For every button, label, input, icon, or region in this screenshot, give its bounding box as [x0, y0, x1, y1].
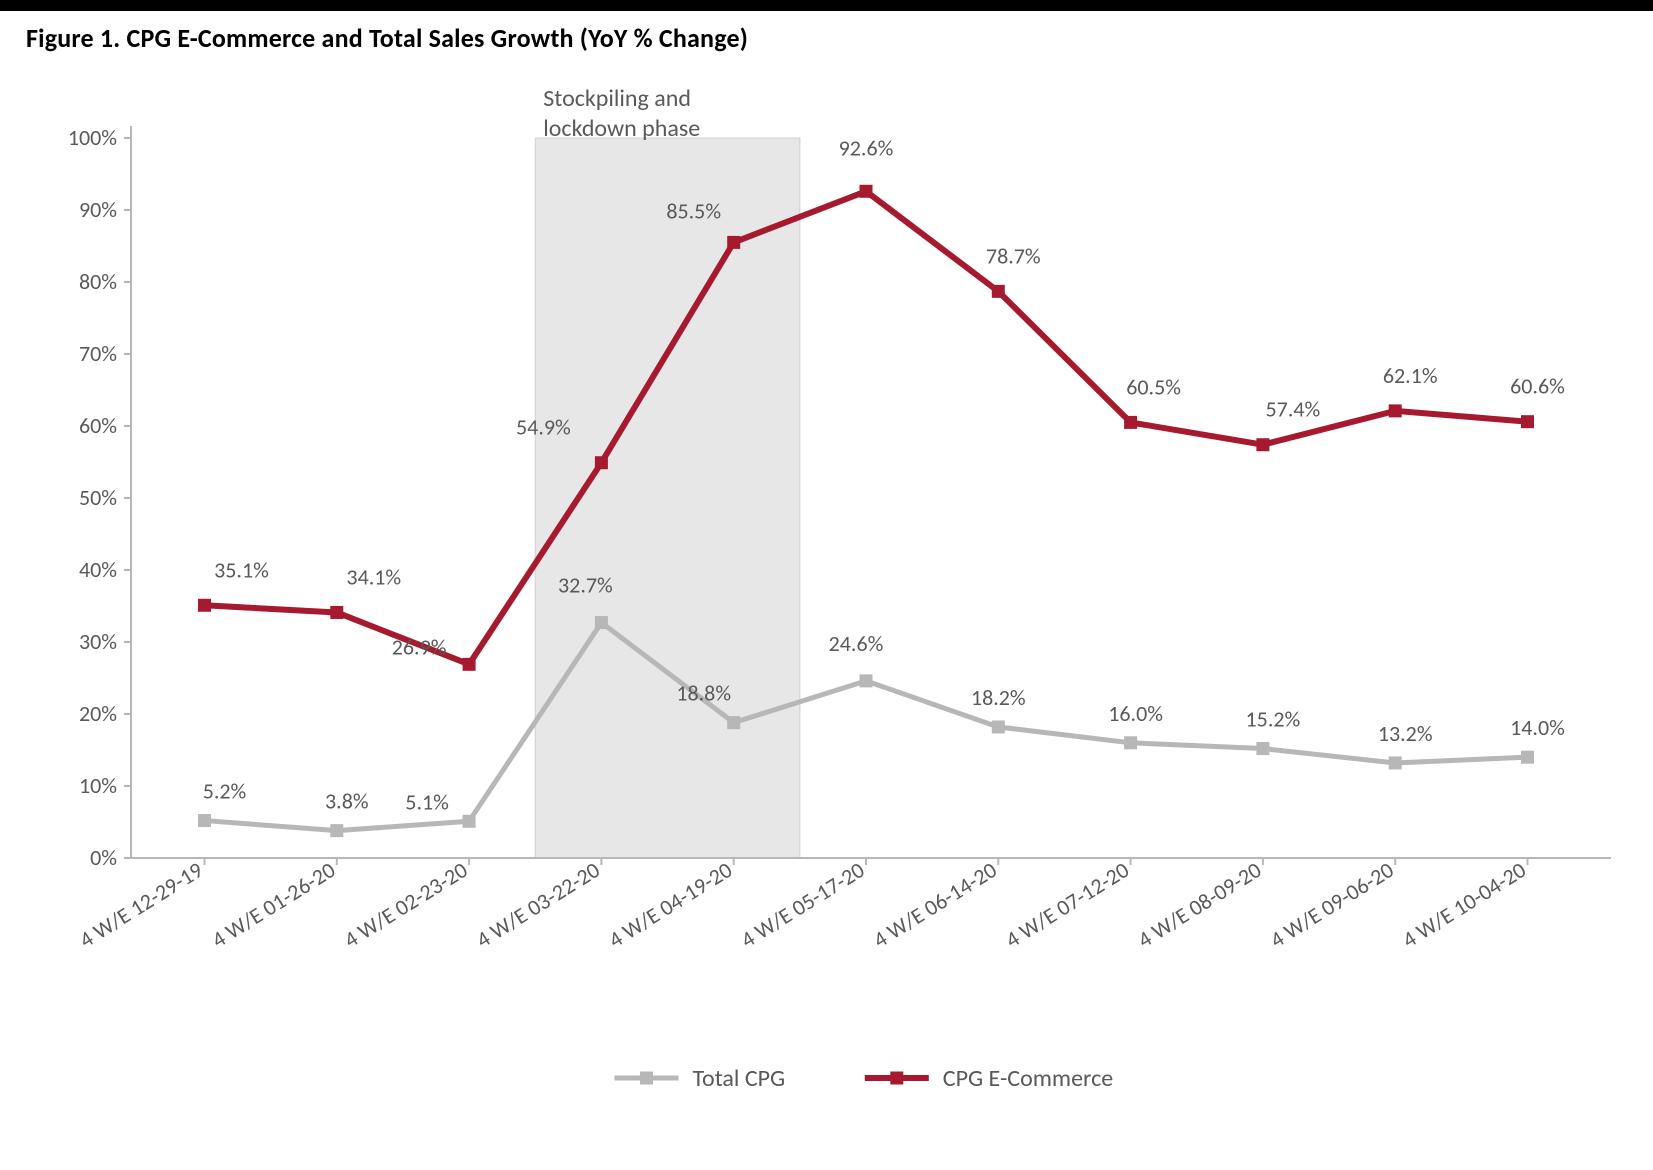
data-label: 24.6% [829, 630, 884, 657]
x-tick-label-group: 4 W/E 03-22-20 [471, 856, 604, 953]
series-marker [1124, 736, 1137, 749]
x-tick-label: 4 W/E 05-17-20 [736, 856, 869, 953]
data-label: 92.6% [839, 134, 894, 161]
data-label: 32.7% [558, 572, 613, 599]
y-tick-label: 80% [79, 268, 117, 295]
data-label: 62.1% [1383, 362, 1438, 389]
data-label: 16.0% [1108, 700, 1163, 727]
series-marker [1521, 415, 1534, 428]
x-tick-label: 4 W/E 07-12-20 [1000, 856, 1133, 953]
series-marker [1389, 756, 1402, 769]
data-label: 3.8% [325, 788, 369, 815]
annotation-text: lockdown phase [543, 114, 700, 143]
series-marker [1521, 751, 1534, 764]
series-marker [992, 720, 1005, 733]
series-line [205, 191, 1528, 664]
x-tick-label: 4 W/E 06-14-20 [868, 856, 1001, 953]
data-label: 5.2% [203, 778, 247, 805]
x-tick-label-group: 4 W/E 05-17-20 [736, 856, 869, 953]
data-label: 5.1% [405, 788, 449, 815]
y-tick-label: 20% [79, 700, 117, 727]
data-label: 26.9% [392, 633, 447, 660]
figure-top-bar [0, 0, 1653, 11]
series-marker [595, 616, 608, 629]
data-label: 14.0% [1510, 714, 1565, 741]
data-label: 35.1% [214, 556, 269, 583]
y-tick-label: 60% [79, 412, 117, 439]
legend-swatch-marker [640, 1072, 653, 1085]
x-tick-label: 4 W/E 01-26-20 [207, 856, 340, 953]
series-marker [1256, 438, 1269, 451]
series-marker [330, 606, 343, 619]
data-label: 57.4% [1266, 396, 1321, 423]
data-label: 13.2% [1378, 720, 1433, 747]
x-tick-label: 4 W/E 03-22-20 [471, 856, 604, 953]
x-tick-label-group: 4 W/E 10-04-20 [1397, 856, 1530, 953]
series-marker [860, 674, 873, 687]
chart-svg: 0% 10% 20% 30% 40% 50% 60% 70% 80% 90% 100% 4 W/E 1… [26, 78, 1626, 1138]
series-marker [992, 285, 1005, 298]
series-marker [330, 824, 343, 837]
x-tick-label-group: 4 W/E 06-14-20 [868, 856, 1001, 953]
data-label: 34.1% [346, 563, 401, 590]
series-marker [727, 716, 740, 729]
y-tick-label: 40% [79, 556, 117, 583]
y-tick-label: 70% [79, 340, 117, 367]
data-label: 78.7% [986, 242, 1041, 269]
data-label: 60.5% [1126, 373, 1181, 400]
series-marker [727, 236, 740, 249]
series-marker [860, 185, 873, 198]
x-tick-label-group: 4 W/E 09-06-20 [1265, 856, 1398, 953]
figure-title: Figure 1. CPG E-Commerce and Total Sales… [26, 22, 748, 54]
x-tick-label: 4 W/E 09-06-20 [1265, 856, 1398, 953]
series-marker [1389, 404, 1402, 417]
series-marker [1256, 742, 1269, 755]
series-marker [463, 815, 476, 828]
x-tick-label-group: 4 W/E 07-12-20 [1000, 856, 1133, 953]
x-tick-label: 4 W/E 02-23-20 [339, 856, 472, 953]
y-tick-label: 100% [68, 124, 117, 151]
x-tick-label-group: 4 W/E 08-09-20 [1133, 856, 1266, 953]
data-label: 54.9% [516, 414, 571, 441]
data-label: 60.6% [1510, 373, 1565, 400]
data-label: 85.5% [666, 197, 721, 224]
x-tick-label-group: 4 W/E 04-19-20 [604, 856, 737, 953]
y-tick-label: 90% [79, 196, 117, 223]
y-tick-label: 30% [79, 628, 117, 655]
x-tick-label: 4 W/E 10-04-20 [1397, 856, 1530, 953]
series-marker [463, 658, 476, 671]
legend-label: CPG E-Commerce [943, 1064, 1113, 1093]
legend-swatch-marker [890, 1072, 903, 1085]
x-tick-label-group: 4 W/E 02-23-20 [339, 856, 472, 953]
data-label: 18.8% [676, 680, 731, 707]
data-label: 15.2% [1246, 706, 1301, 733]
annotation-text: Stockpiling and [543, 84, 691, 113]
legend-label: Total CPG [692, 1064, 785, 1093]
series-marker [1124, 416, 1137, 429]
x-tick-label-group: 4 W/E 01-26-20 [207, 856, 340, 953]
y-tick-label: 10% [79, 772, 117, 799]
data-label: 18.2% [971, 684, 1026, 711]
series-marker [595, 456, 608, 469]
y-tick-label: 50% [79, 484, 117, 511]
y-tick-label: 0% [90, 844, 117, 871]
x-tick-label: 4 W/E 04-19-20 [604, 856, 737, 953]
series-marker [198, 599, 211, 612]
x-tick-label: 4 W/E 08-09-20 [1133, 856, 1266, 953]
series-marker [198, 814, 211, 827]
chart-container: 0% 10% 20% 30% 40% 50% 60% 70% 80% 90% 100% 4 W/E 1… [26, 78, 1626, 1138]
